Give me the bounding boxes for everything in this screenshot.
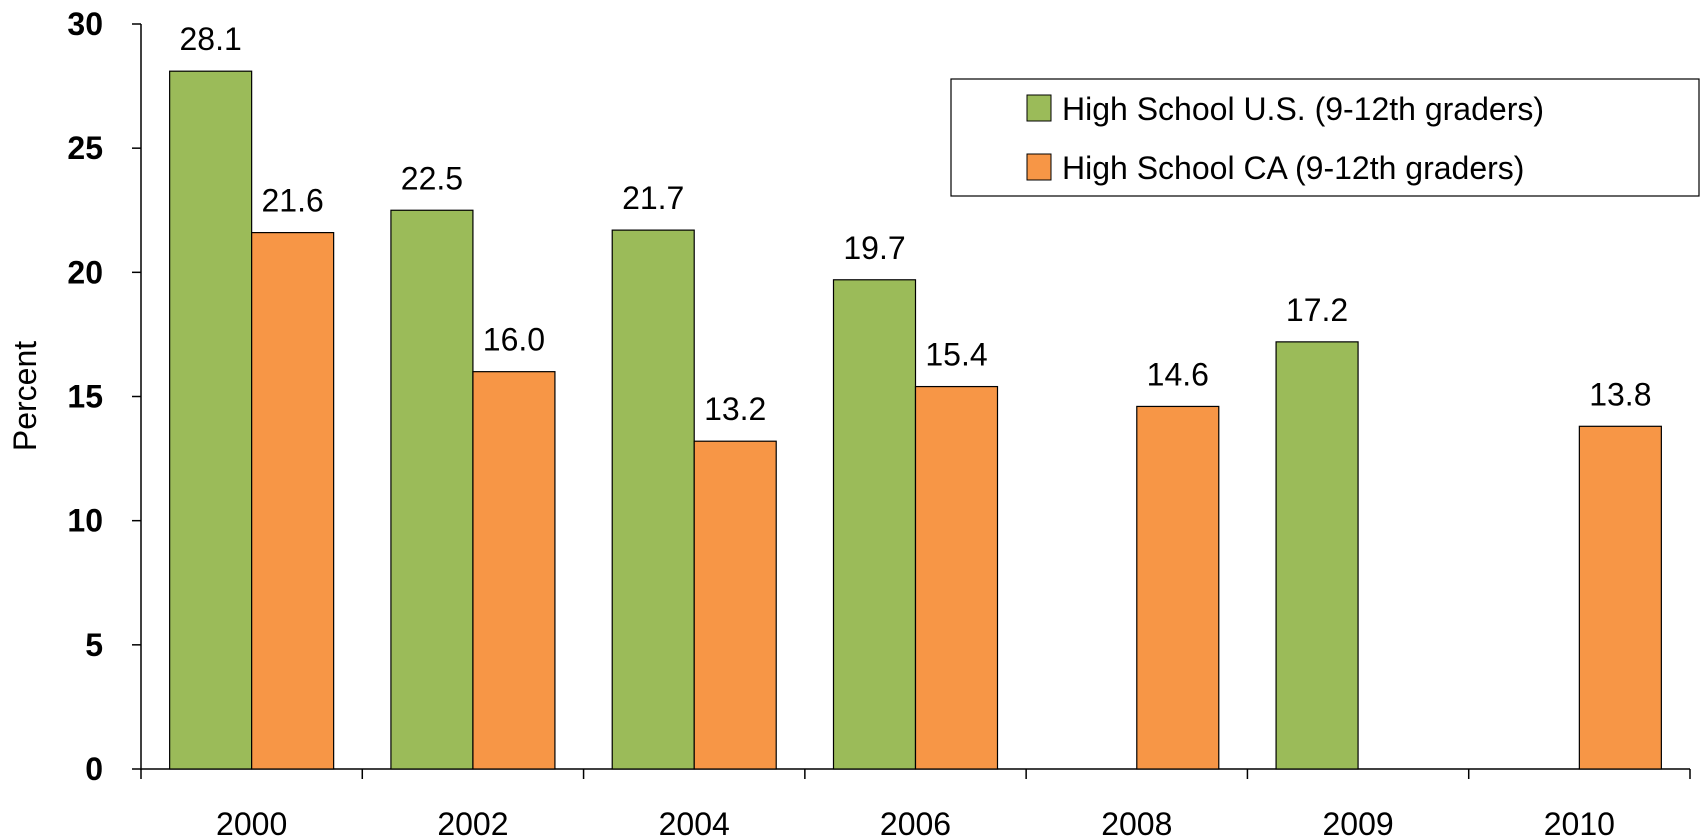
y-axis-title: Percent: [7, 341, 43, 451]
data-label: 15.4: [925, 337, 987, 373]
bar-us-2000: [169, 70, 253, 770]
data-label: 21.6: [262, 183, 324, 219]
x-tick-label: 2006: [880, 806, 951, 840]
legend-label: High School U.S. (9-12th graders): [1062, 91, 1544, 127]
bar-ca-2004: [693, 440, 777, 770]
bar-ca-2010: [1578, 425, 1662, 770]
y-tick-label: 5: [85, 627, 103, 663]
bar-ca-2002: [472, 371, 556, 770]
bar-us-2009: [1275, 341, 1359, 770]
axes: 0 5 10 15 20 25 30 2000 2002 2004 2006 2008 2009 2010…: [7, 6, 1691, 840]
bar-us-2004: [611, 229, 695, 770]
x-tick-label: 2009: [1322, 806, 1393, 840]
data-label: 17.2: [1286, 292, 1348, 328]
bar-us-2002: [390, 209, 474, 770]
data-label: 16.0: [483, 322, 545, 358]
data-label: 13.2: [704, 391, 766, 427]
bar-us-2006: [832, 279, 917, 770]
data-label: 28.1: [180, 21, 242, 57]
x-tick-label: 2000: [216, 806, 287, 840]
data-labels: 28.1 22.5 21.7 19.7 17.2 21.6 16.0 13.2 15.4 14.6…: [180, 21, 1652, 427]
legend-swatch: [1026, 153, 1052, 181]
x-tick-label: 2004: [659, 806, 730, 840]
legend: High School U.S. (9-12th graders) High Sc…: [950, 78, 1700, 197]
x-tick-label: 2008: [1101, 806, 1172, 840]
x-tick-label: 2010: [1544, 806, 1615, 840]
bar-ca-2000: [251, 232, 335, 770]
x-tick-label: 2002: [437, 806, 508, 840]
data-label: 14.6: [1147, 356, 1209, 392]
bar-ca-2008: [1136, 405, 1220, 770]
legend-label: High School CA (9-12th graders): [1062, 150, 1524, 186]
y-tick-label: 20: [67, 254, 103, 290]
y-tick-label: 0: [85, 751, 103, 787]
data-label: 13.8: [1589, 376, 1651, 412]
y-tick-label: 25: [67, 130, 103, 166]
data-label: 21.7: [622, 180, 684, 216]
bars: [169, 70, 1662, 770]
y-tick-label: 15: [67, 379, 103, 415]
y-tick-label: 10: [67, 503, 103, 539]
bar-ca-2006: [914, 385, 999, 770]
legend-box: [950, 78, 1700, 197]
data-label: 22.5: [401, 160, 463, 196]
y-tick-label: 30: [67, 6, 103, 42]
legend-swatch: [1026, 94, 1052, 122]
data-label: 19.7: [843, 230, 905, 266]
